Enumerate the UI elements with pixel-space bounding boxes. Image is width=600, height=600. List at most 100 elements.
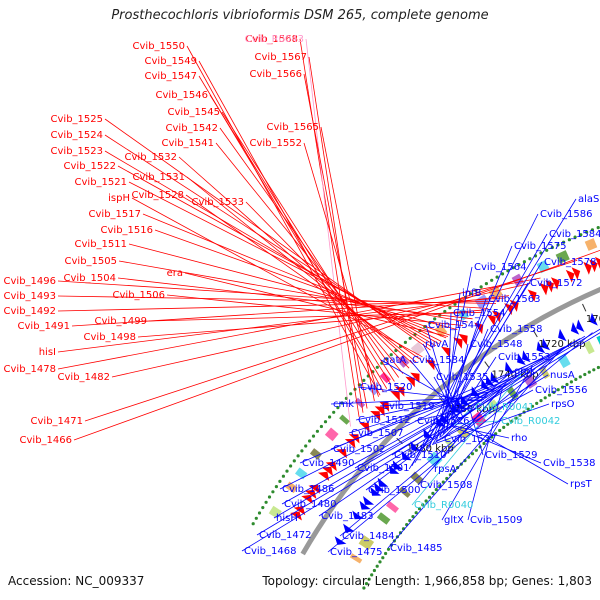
gc-dot — [479, 285, 483, 289]
gc-dot — [573, 235, 577, 239]
leader-line — [414, 233, 548, 464]
accession-text: Accession: NC_009337 — [8, 574, 145, 588]
gene-label: Cvib_1565 — [267, 122, 319, 133]
function-block — [295, 467, 308, 480]
gene-label: Cvib_1532 — [125, 152, 177, 163]
function-block — [358, 535, 375, 551]
leader-line — [431, 282, 529, 446]
forward-gene-arrow — [474, 322, 484, 335]
gc-dot — [281, 474, 285, 478]
backbone-arc — [300, 286, 600, 556]
gc-dot — [323, 420, 328, 424]
forward-gene-arrow — [359, 422, 370, 433]
gene-label: alaS — [578, 194, 599, 205]
leader-line — [303, 142, 379, 397]
gene-label: Cvib_1550 — [133, 41, 185, 52]
forward-gene-arrow — [425, 359, 435, 371]
gc-dot — [434, 488, 438, 492]
gc-dot — [552, 390, 556, 394]
reverse-gene-arrow — [363, 496, 375, 505]
forward-gene-arrow — [308, 484, 320, 494]
gc-dot — [292, 459, 296, 463]
tick-mark — [532, 329, 538, 338]
gc-dot — [510, 419, 514, 423]
gene-label: Cvib_1564 — [474, 262, 526, 273]
gc-dot — [362, 586, 366, 590]
reverse-gene-arrow — [334, 536, 347, 545]
gene-label: Cvib_1566 — [250, 69, 302, 80]
gene-label: Cvib_1498 — [84, 332, 136, 343]
feature-tracks — [268, 238, 600, 564]
gene-label: Cvib_1524 — [51, 130, 103, 141]
gene-label: ruvA — [425, 339, 448, 350]
gene-label: Cvib_1506 — [113, 290, 165, 301]
leader-line — [148, 311, 483, 322]
figure-title: Prosthecochloris vibrioformis DSM 265, c… — [111, 8, 489, 23]
gc-dot — [372, 568, 376, 573]
gene-label: Cvib_1541 — [162, 138, 214, 149]
gc-dot — [556, 388, 560, 392]
leader-line — [117, 277, 473, 320]
gc-dot — [319, 424, 323, 429]
gc-dot — [364, 582, 369, 586]
tick-mark — [396, 437, 403, 445]
reverse-gene-arrow — [505, 361, 514, 374]
gc-dot — [506, 422, 510, 426]
gc-dot — [386, 547, 391, 551]
function-block — [398, 486, 411, 498]
gene-label: Cvib_1535 — [436, 372, 488, 383]
gene-label: Cvib_1516 — [101, 225, 153, 236]
gc-dot — [328, 415, 332, 419]
reverse-gene-arrow — [392, 460, 404, 470]
tick-label: 1720 kbp — [538, 339, 585, 350]
gc-dot — [378, 560, 382, 564]
gene-label: Cvib_1521 — [75, 177, 127, 188]
forward-gene-arrow — [390, 391, 400, 402]
gc-dot — [414, 511, 418, 515]
gene-label: Cvib_R0041 — [475, 402, 534, 413]
leader-lines — [57, 38, 600, 553]
gene-label: Cvib_1484 — [342, 531, 394, 542]
gene-label: Cvib_1471 — [31, 416, 83, 427]
function-block — [339, 414, 350, 425]
gene-label: Cvib_1492 — [4, 306, 56, 317]
reverse-gene-arrow — [576, 319, 585, 332]
gene-label: Cvib_1504 — [64, 273, 116, 284]
gc-dot — [490, 278, 494, 282]
tick-label: 1780 kbp — [407, 444, 454, 455]
leader-line — [178, 156, 414, 365]
gene-label: Cvib_1545 — [168, 107, 220, 118]
gene-label: Cvib_1531 — [133, 172, 185, 183]
gene-label: Cvib_1523 — [51, 146, 103, 157]
gc-dot — [261, 506, 265, 510]
gc-dot — [545, 248, 549, 252]
gc-dot — [514, 416, 518, 420]
gene-label: Cvib_1508 — [420, 480, 472, 491]
leader-line — [434, 389, 534, 444]
gc-dot — [562, 240, 566, 244]
gc-dot — [308, 439, 312, 443]
forward-gene-arrow — [453, 337, 463, 349]
leader-line — [57, 295, 497, 304]
function-block — [457, 308, 470, 321]
gene-label: Cvib_1502 — [333, 444, 385, 455]
gene-label: Cvib_1499 — [95, 316, 147, 327]
forward-gene-arrow — [405, 376, 415, 388]
leader-line — [327, 332, 593, 553]
function-block — [386, 501, 399, 513]
function-block — [444, 438, 457, 451]
gc-dot — [517, 263, 521, 267]
gc-dot-track — [251, 226, 600, 590]
gc-dot — [398, 531, 403, 535]
leader-line — [184, 272, 449, 337]
gene-label: hisI — [39, 347, 56, 358]
gene-label: Cvib_1510 — [394, 450, 446, 461]
forward-gene-arrow — [344, 438, 356, 449]
leader-line — [467, 385, 504, 521]
reverse-gene-arrow — [558, 328, 567, 342]
gene-label: Cvib_1534 — [412, 355, 464, 366]
forward-gene-arrow — [492, 310, 502, 323]
gc-dot — [285, 469, 289, 473]
gene-label: Cvib_1563 — [488, 294, 540, 305]
